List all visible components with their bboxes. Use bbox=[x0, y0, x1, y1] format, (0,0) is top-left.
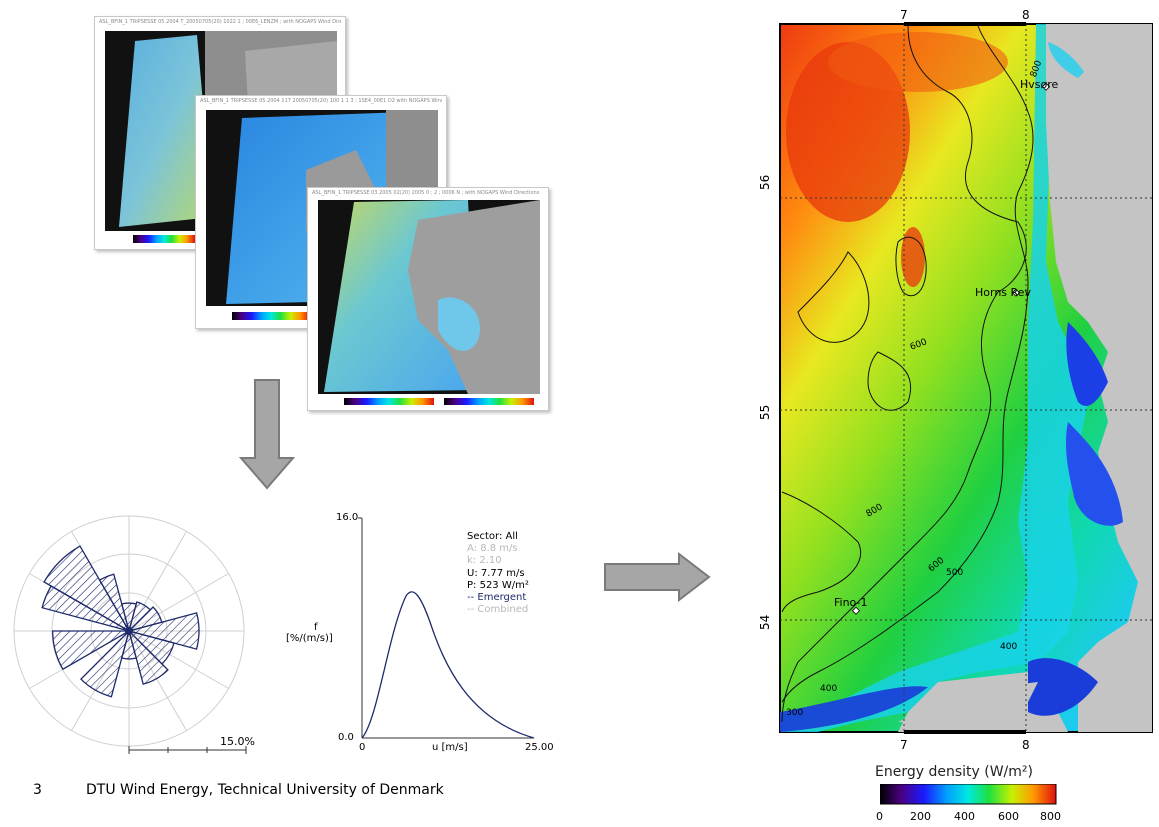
map-lon-bottom-7: 7 bbox=[900, 738, 908, 752]
weibull-curve bbox=[361, 591, 535, 739]
legend-u-value: U: 7.77 m/s bbox=[467, 567, 525, 579]
satellite-image-3 bbox=[318, 200, 540, 394]
down-arrow-icon bbox=[238, 379, 296, 490]
weibull-y-max-label: 16.0 bbox=[336, 512, 359, 523]
map-lat-56: 56 bbox=[758, 174, 772, 190]
right-arrow-icon bbox=[604, 552, 711, 602]
satellite-panel-3-header: ASL_BFIN_1 TRIPSESSE 03.2005 02(20) 2005… bbox=[312, 190, 540, 196]
colorbar-tick-400: 400 bbox=[954, 810, 975, 823]
place-hvsore: Hvsøre bbox=[1020, 78, 1059, 91]
colorbar-tick-200: 200 bbox=[910, 810, 931, 823]
legend-sector: Sector: All bbox=[467, 531, 518, 542]
rose-sector-ssw bbox=[79, 628, 131, 698]
contour-label-7: 400 bbox=[820, 684, 838, 694]
legend-emergent: -- Emergent bbox=[467, 592, 527, 604]
satellite-colorbar-3b bbox=[444, 398, 534, 405]
place-fino-1: Fino-1 bbox=[834, 596, 868, 609]
legend-k-value: k: 2.10 bbox=[467, 555, 502, 567]
colorbar-title: Energy density (W/m²) bbox=[875, 764, 1033, 780]
land-mass bbox=[898, 24, 1152, 732]
contour-label-8: 300 bbox=[786, 708, 804, 718]
energy-colorbar bbox=[880, 784, 1057, 805]
contour-label-5: 500 bbox=[946, 568, 964, 578]
rose-sector-wsw bbox=[52, 630, 132, 671]
legend-combined: -- Combined bbox=[467, 604, 529, 616]
satellite-panel-1-header: ASL_BFIN_1 TRIPSESSE 05.2004 T_20050705(… bbox=[99, 19, 341, 25]
rose-sector-wnw bbox=[43, 545, 131, 633]
map-lon-bottom-8: 8 bbox=[1022, 738, 1030, 752]
colorbar-tick-0: 0 bbox=[876, 810, 883, 823]
satellite-colorbar-1 bbox=[133, 235, 195, 243]
map-lat-54: 54 bbox=[758, 614, 772, 630]
map-lat-55: 55 bbox=[758, 404, 772, 420]
weibull-legend: Sector: All A: 8.8 m/s k: 2.10 U: 7.77 m… bbox=[467, 531, 529, 616]
satellite-panel-2-header: ASL_BFIN_1 TRIPSESSE 05.2004 11T 2005070… bbox=[200, 98, 442, 104]
satellite-colorbar-2 bbox=[232, 312, 310, 320]
place-horns-rev: Horns Rev bbox=[975, 286, 1031, 299]
map-lon-top-7: 7 bbox=[900, 8, 908, 22]
page-number: 3 bbox=[33, 782, 42, 798]
weibull-y-min-label: 0.0 bbox=[338, 732, 354, 743]
satellite-colorbar-3a bbox=[344, 398, 434, 405]
weibull-y-axis-label-1: f bbox=[314, 622, 318, 633]
map-lon-top-8: 8 bbox=[1022, 8, 1030, 22]
weibull-x-axis-label: u [m/s] bbox=[432, 742, 468, 753]
rose-sector-nnw bbox=[98, 573, 130, 632]
colorbar-tick-800: 800 bbox=[1040, 810, 1061, 823]
satellite-panel-3: ASL_BFIN_1 TRIPSESSE 03.2005 02(20) 2005… bbox=[307, 187, 549, 411]
energy-density-map bbox=[779, 22, 1153, 734]
rose-sector-sse bbox=[127, 628, 169, 685]
legend-p-value: P: 523 W/m² bbox=[467, 579, 529, 591]
organization-footer: DTU Wind Energy, Technical University of… bbox=[86, 782, 444, 798]
wind-rose bbox=[13, 515, 247, 754]
contour-label-6: 400 bbox=[1000, 642, 1018, 652]
weibull-y-axis-label-2: [%/(m/s)] bbox=[286, 633, 333, 644]
legend-a-value: A: 8.8 m/s bbox=[467, 543, 518, 555]
colorbar-tick-600: 600 bbox=[998, 810, 1019, 823]
weibull-plot bbox=[358, 517, 535, 739]
weibull-x-min-label: 0 bbox=[359, 742, 366, 753]
weibull-x-max-label: 25.00 bbox=[525, 742, 554, 753]
rose-sector-e bbox=[126, 612, 200, 650]
wind-rose-scale-label: 15.0% bbox=[220, 735, 255, 748]
